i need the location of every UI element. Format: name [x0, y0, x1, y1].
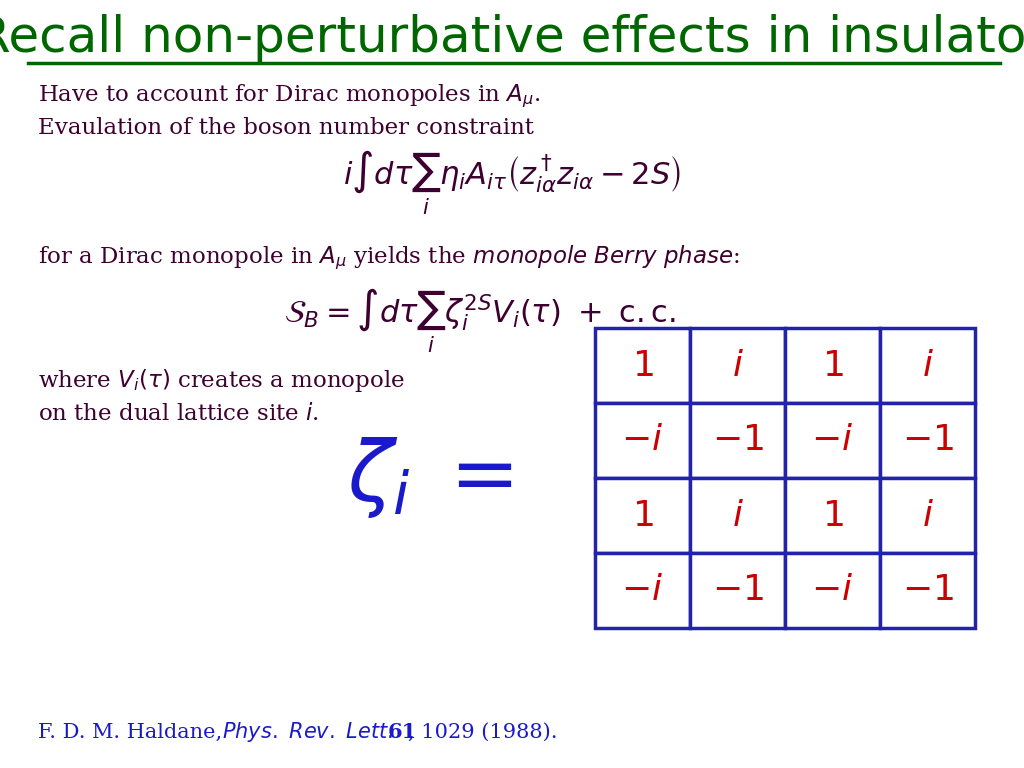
Bar	[595, 553, 690, 628]
Text: $\mathit{-1}$: $\mathit{-1}$	[712, 423, 764, 458]
Text: F. D. M. Haldane,: F. D. M. Haldane,	[38, 723, 228, 741]
Bar	[690, 553, 785, 628]
Text: $\mathit{-i}$: $\mathit{-i}$	[811, 423, 854, 458]
Text: on the dual lattice site $i$.: on the dual lattice site $i$.	[38, 403, 318, 425]
Text: $\mathit{i}$: $\mathit{i}$	[922, 349, 934, 382]
Text: $\mathit{-i}$: $\mathit{-i}$	[811, 574, 854, 607]
Text: $\zeta_i \;=\;$: $\zeta_i \;=\;$	[347, 435, 513, 521]
Text: $\mathit{i}$: $\mathit{i}$	[731, 498, 743, 532]
Text: Evaulation of the boson number constraint: Evaulation of the boson number constrain…	[38, 117, 534, 139]
Bar	[785, 478, 880, 553]
Text: $\mathit{1}$: $\mathit{1}$	[632, 349, 653, 382]
Text: Have to account for Dirac monopoles in $A_{\mu}$.: Have to account for Dirac monopoles in $…	[38, 82, 541, 110]
Text: $\mathit{-1}$: $\mathit{-1}$	[712, 574, 764, 607]
Text: $\mathit{1}$: $\mathit{1}$	[632, 498, 653, 532]
Text: $i \int d\tau \sum_i \eta_i A_{i\tau} \left( z^\dagger_{i\alpha} z_{i\alpha} - 2: $i \int d\tau \sum_i \eta_i A_{i\tau} \l…	[343, 148, 681, 217]
Bar	[880, 553, 975, 628]
Text: $\mathit{i}$: $\mathit{i}$	[922, 498, 934, 532]
Text: $\mathit{-1}$: $\mathit{-1}$	[901, 423, 953, 458]
Text: $\mathit{-1}$: $\mathit{-1}$	[901, 574, 953, 607]
Bar	[595, 403, 690, 478]
Text: $\mathit{-i}$: $\mathit{-i}$	[622, 423, 664, 458]
Text: $\mathit{Phys.\ Rev.\ Lett.}\ $: $\mathit{Phys.\ Rev.\ Lett.}\ $	[222, 720, 393, 744]
Bar	[690, 328, 785, 403]
Bar	[690, 478, 785, 553]
Text: $\mathit{1}$: $\mathit{1}$	[821, 498, 844, 532]
Bar	[880, 403, 975, 478]
Text: $\mathit{i}$: $\mathit{i}$	[731, 349, 743, 382]
Text: $\mathcal{S}_B = \int d\tau \sum_i \zeta_i^{2S} V_i(\tau)\ +\ \mathrm{c.c.}$: $\mathcal{S}_B = \int d\tau \sum_i \zeta…	[284, 286, 676, 356]
Text: for a Dirac monopole in $A_{\mu}$ yields the $\mathit{monopole\ Berry\ phase}$:: for a Dirac monopole in $A_{\mu}$ yields…	[38, 243, 739, 272]
Bar	[880, 328, 975, 403]
Text: where $V_i(\tau)$ creates a monopole: where $V_i(\tau)$ creates a monopole	[38, 366, 404, 393]
Text: $\mathit{1}$: $\mathit{1}$	[821, 349, 844, 382]
Bar	[785, 328, 880, 403]
Bar	[690, 403, 785, 478]
Bar	[595, 328, 690, 403]
Bar	[785, 553, 880, 628]
Text: 61: 61	[388, 722, 417, 742]
Bar	[880, 478, 975, 553]
Bar	[595, 478, 690, 553]
Text: , 1029 (1988).: , 1029 (1988).	[408, 723, 557, 741]
Text: Recall non-perturbative effects in insulator: Recall non-perturbative effects in insul…	[0, 14, 1024, 62]
Text: $\mathit{-i}$: $\mathit{-i}$	[622, 574, 664, 607]
Bar	[785, 403, 880, 478]
